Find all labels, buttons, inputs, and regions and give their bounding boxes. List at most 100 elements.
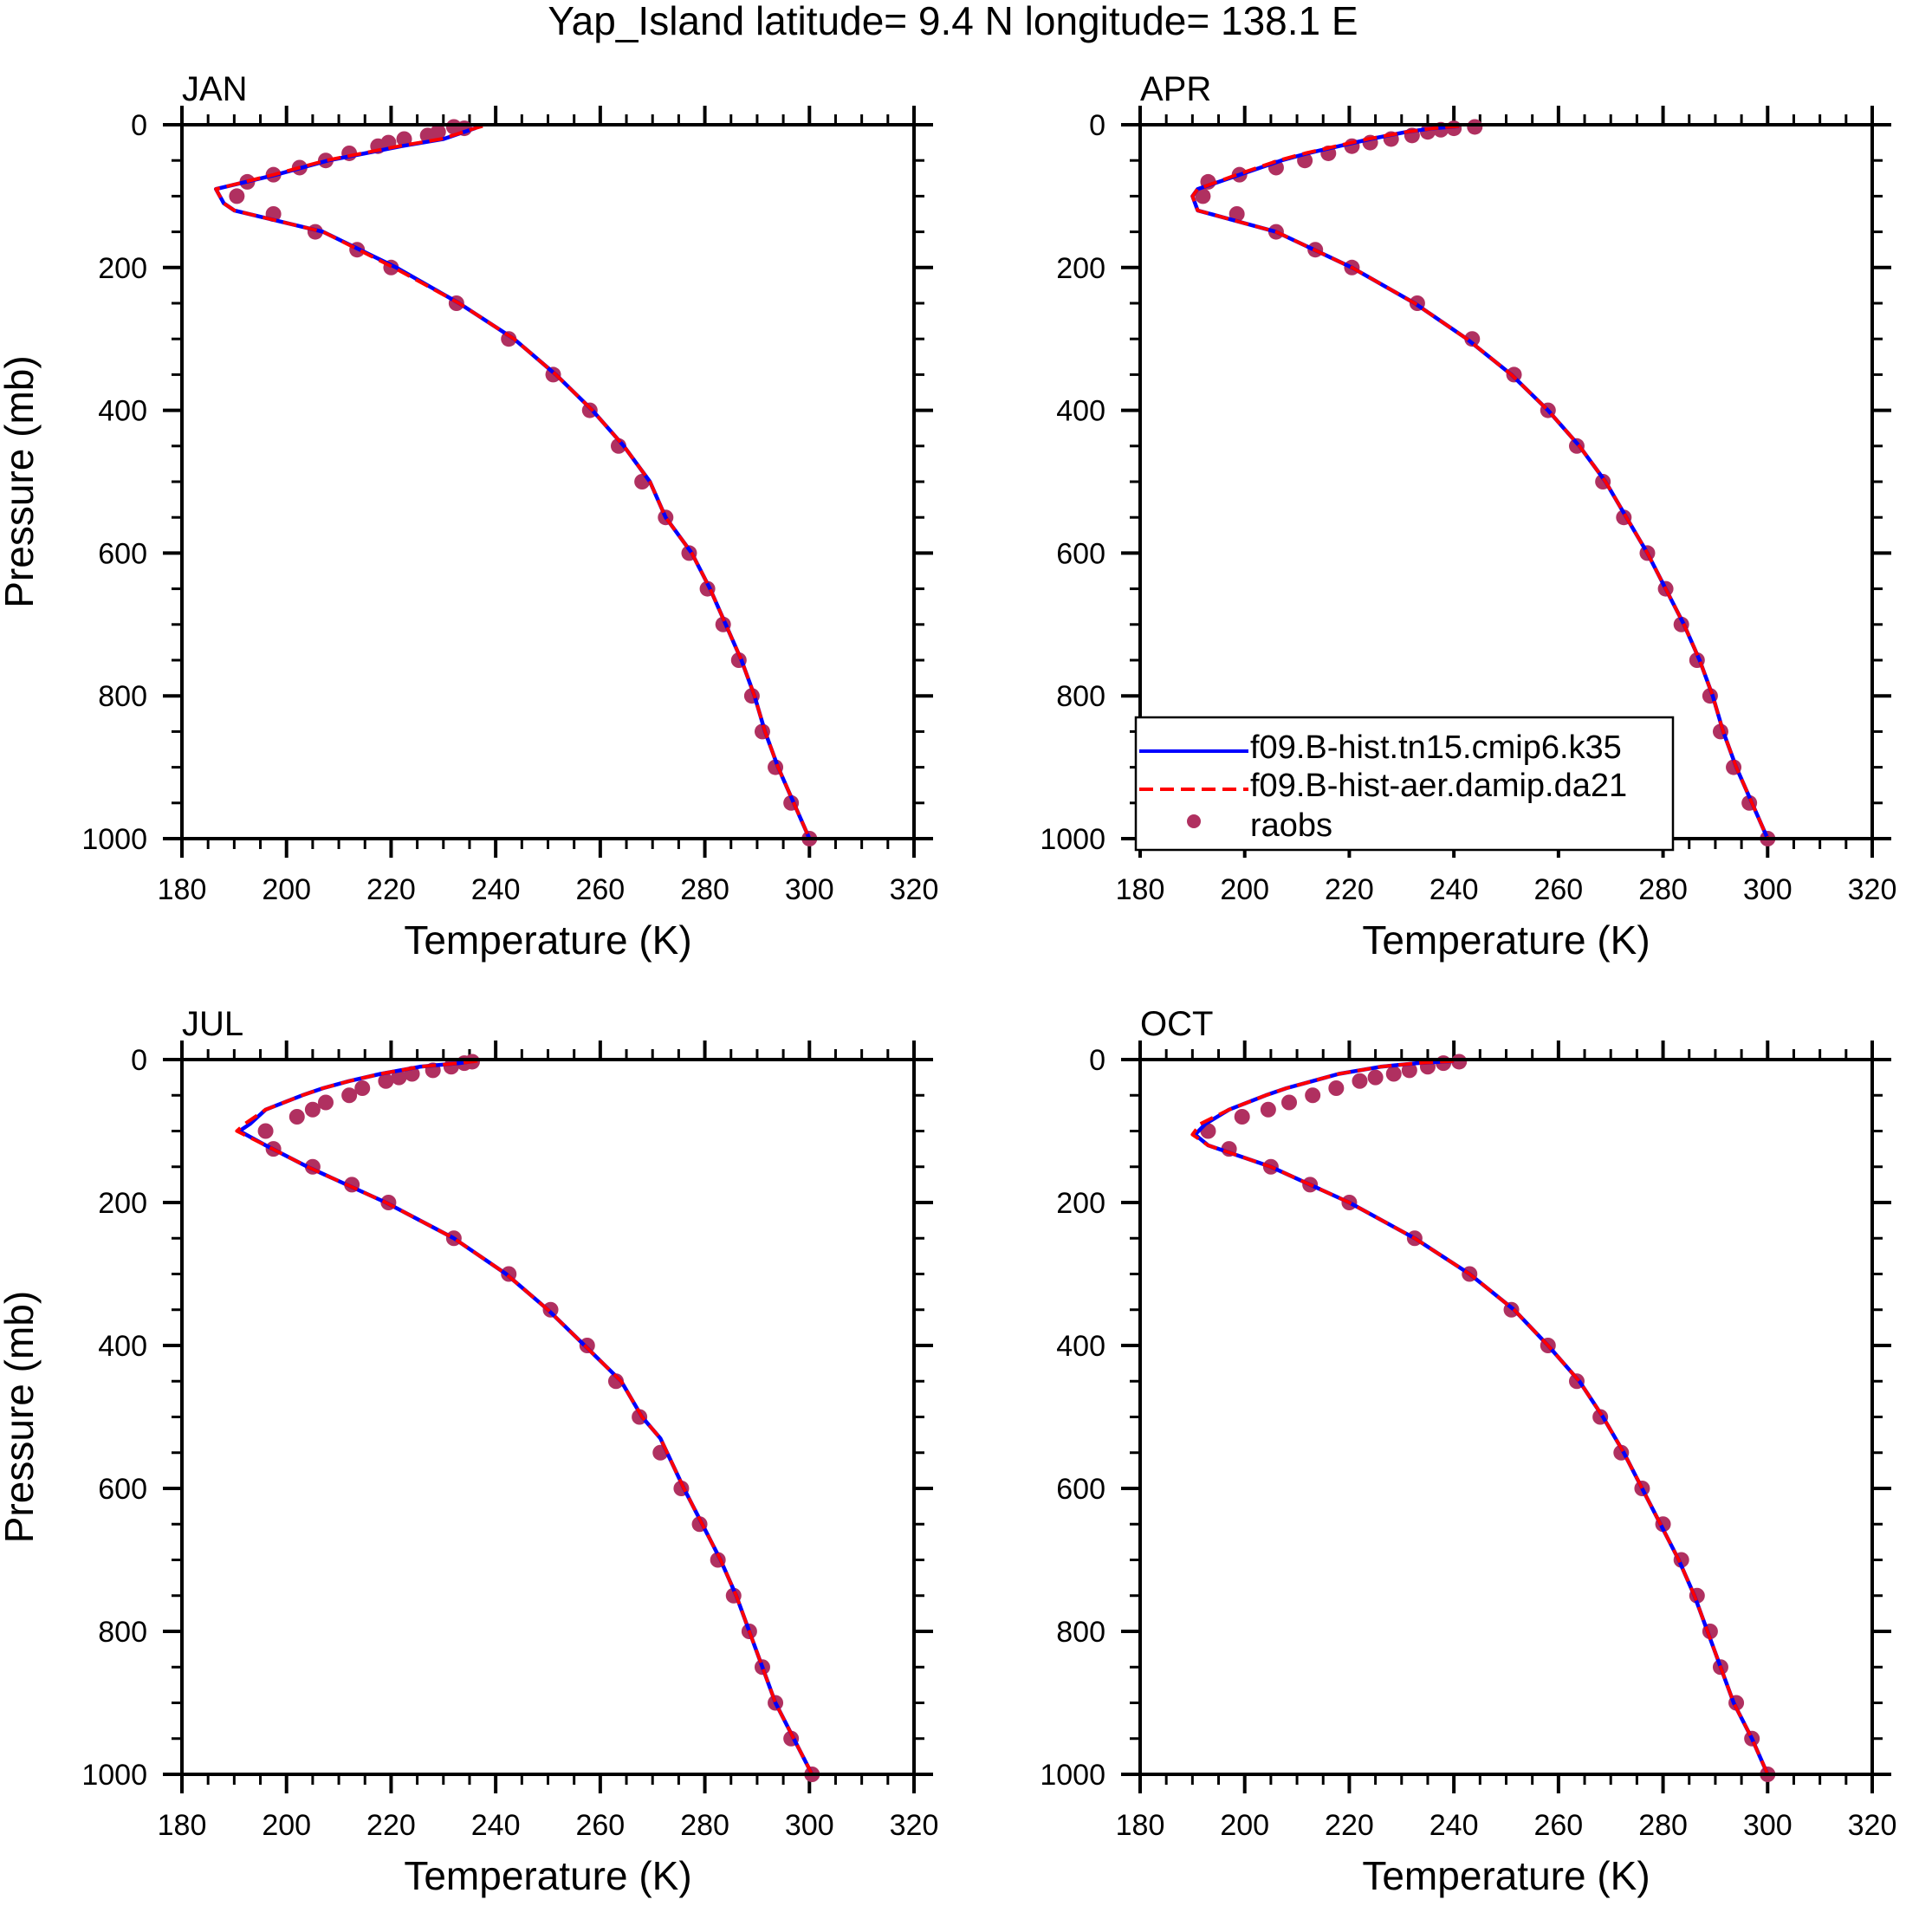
panel-apr: 180 200 220 240 260 280 300 320 0 200 400 600 800 100… [1040,70,1896,963]
y-axis-title: Pressure (mb) [0,1291,42,1543]
x-tick-label: 180 [158,873,207,906]
y-tick-label: 1000 [81,1759,147,1792]
x-tick-label: 180 [1116,1809,1165,1842]
y-tick-label: 1000 [1040,1759,1105,1792]
x-axis-title: Temperature (K) [404,917,691,963]
plot-frame [180,1058,916,1776]
x-tick-label: 220 [366,1809,416,1842]
raobs-point [1464,331,1481,347]
x-tick-label: 300 [1743,1809,1793,1842]
y-tick-label: 0 [1089,1044,1105,1077]
x-tick-label: 260 [1533,1809,1583,1842]
legend-swatch-marker [1187,814,1201,828]
y-tick-label: 400 [1056,395,1105,428]
x-tick-label: 300 [785,873,834,906]
x-tick-label: 220 [1325,873,1374,906]
y-tick-label: 200 [98,252,147,285]
x-tick-label: 300 [785,1809,834,1842]
x-tick-label: 260 [575,1809,625,1842]
legend: f09.B-hist.tn15.cmip6.k35f09.B-hist-aer.… [1134,716,1675,852]
series-line-cmip6 [237,1059,814,1776]
x-tick-label: 280 [1638,873,1688,906]
y-tick-label: 600 [98,1473,147,1506]
raobs-point [288,1109,305,1125]
y-tick-label: 200 [1056,1187,1105,1220]
plot-frame [1138,1058,1874,1776]
x-tick-label: 280 [1638,1809,1688,1842]
x-tick-label: 320 [1848,1809,1897,1842]
x-tick-label: 320 [1848,873,1897,906]
raobs-point [1328,1080,1345,1096]
raobs-point [396,131,412,147]
series-line-cmip6 [1193,1059,1770,1775]
legend-box [1134,716,1675,852]
x-tick-label: 240 [1430,1809,1479,1842]
raobs-point [1401,1062,1417,1079]
raobs-point [1352,1073,1368,1089]
y-tick-label: 200 [1056,252,1105,285]
raobs-point [1385,1066,1402,1082]
raobs-point [229,188,245,204]
x-tick-label: 240 [471,1809,521,1842]
x-tick-label: 220 [366,873,416,906]
y-tick-label: 1000 [1040,823,1105,856]
y-tick-label: 1000 [81,823,147,856]
x-tick-label: 200 [1220,1809,1269,1842]
panel-label: JAN [182,70,248,108]
y-tick-label: 0 [1089,109,1105,142]
x-tick-label: 200 [1220,873,1269,906]
panel-jan: 180 200 220 240 260 280 300 320 0 200 400 600 800 100… [0,70,938,963]
raobs-point [341,1087,358,1104]
y-tick-label: 800 [98,1616,147,1649]
raobs-point [317,1094,334,1111]
panel-label: OCT [1140,1005,1213,1043]
y-tick-label: 0 [131,109,147,142]
legend-entry: f09.B-hist-aer.damip.da21 [1250,768,1627,804]
series-line-cmip6 [213,124,812,840]
y-axis-title: Pressure (mb) [0,355,42,607]
series-line-damip [214,124,812,840]
x-tick-label: 260 [1533,873,1583,906]
series-line-damip [235,1059,814,1775]
x-tick-label: 320 [890,873,939,906]
x-tick-label: 240 [1430,873,1479,906]
raobs-point [1305,1087,1321,1104]
panel-jul: 180 200 220 240 260 280 300 320 0 200 400 600 800 100… [0,1005,938,1898]
x-tick-label: 320 [890,1809,939,1842]
x-tick-label: 280 [680,1809,729,1842]
raobs-point [304,1101,321,1118]
x-tick-label: 180 [158,1809,207,1842]
y-tick-label: 600 [1056,1473,1105,1506]
y-tick-label: 400 [98,395,147,428]
raobs-point [257,1123,274,1139]
x-tick-label: 280 [680,873,729,906]
x-tick-label: 180 [1116,873,1165,906]
legend-entry: f09.B-hist.tn15.cmip6.k35 [1250,729,1622,766]
raobs-point [378,1073,394,1089]
x-tick-label: 260 [575,873,625,906]
series-line-damip [1190,1059,1770,1775]
y-tick-label: 400 [1056,1330,1105,1363]
y-tick-label: 600 [1056,537,1105,570]
raobs-point [1229,206,1245,222]
panel-label: APR [1140,70,1211,108]
raobs-point [1281,1094,1298,1111]
y-tick-label: 400 [98,1330,147,1363]
raobs-point [354,1080,371,1096]
figure-title: Yap_Island latitude= 9.4 N longitude= 13… [548,0,1358,43]
series-line-damip [1190,124,1770,840]
y-tick-label: 0 [131,1044,147,1077]
raobs-point [391,1069,407,1086]
x-tick-label: 220 [1325,1809,1374,1842]
y-tick-label: 800 [1056,680,1105,713]
legend-entry: raobs [1250,807,1332,844]
x-axis-title: Temperature (K) [404,1853,691,1898]
y-tick-label: 800 [98,680,147,713]
raobs-point [1451,1054,1468,1070]
raobs-point [1260,1101,1276,1118]
x-tick-label: 200 [262,1809,311,1842]
raobs-point [1195,188,1211,204]
raobs-point [1467,119,1483,135]
raobs-point [1234,1109,1250,1125]
